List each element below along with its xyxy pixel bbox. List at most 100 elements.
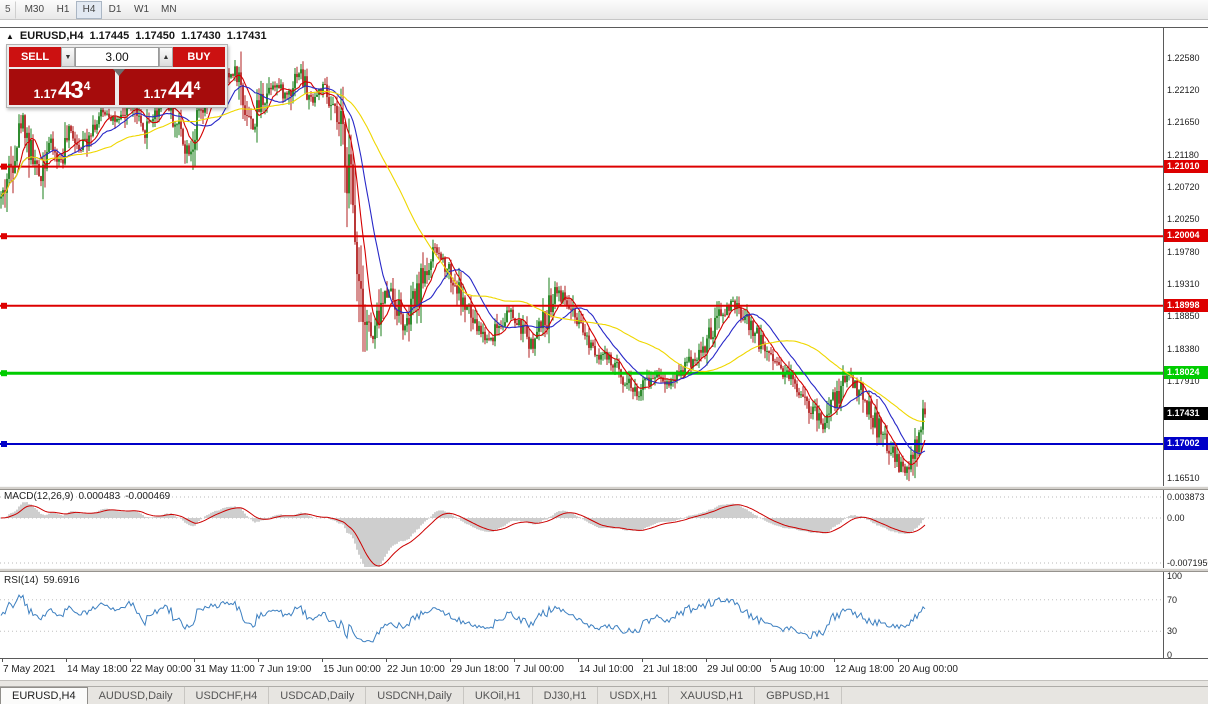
- price-axis-label: 1.20720: [1167, 181, 1200, 192]
- rsi-axis-label: 0: [1167, 650, 1173, 660]
- time-axis-tick: [770, 659, 771, 662]
- chart-area: ▲ EURUSD,H4 1.17445 1.17450 1.17430 1.17…: [0, 20, 1208, 680]
- spread-marker-icon: [113, 69, 125, 76]
- chart-tab-gbpusd-h1[interactable]: GBPUSD,H1: [755, 687, 842, 704]
- time-axis-label: 20 Aug 00:00: [899, 664, 958, 675]
- high-value: 1.17450: [135, 30, 176, 42]
- macd-svg[interactable]: [0, 490, 1163, 568]
- time-axis[interactable]: 7 May 2021 14 May 18:00 22 May 00:00 31 May…: [0, 658, 1208, 680]
- bid-point: 4: [83, 79, 91, 93]
- chart-tab-audusd-daily[interactable]: AUDUSD,Daily: [88, 687, 185, 704]
- ask-prefix: 1.17: [143, 87, 167, 101]
- time-axis-label: 14 Jul 10:00: [579, 664, 634, 675]
- horizontal-scroll-strip[interactable]: [0, 680, 1208, 686]
- timeframe-button-d1[interactable]: D1: [108, 4, 122, 15]
- ask-point: 4: [193, 79, 201, 93]
- time-axis-label: 5 Aug 10:00: [771, 664, 825, 675]
- time-axis-tick: [898, 659, 899, 662]
- time-axis-label: 31 May 11:00: [195, 664, 255, 675]
- volume-up-icon[interactable]: ▲: [159, 47, 173, 67]
- price-axis-label: 1.20250: [1167, 214, 1200, 225]
- timeframe-button-m30[interactable]: M30: [24, 4, 45, 15]
- panel-splitter-macd[interactable]: [0, 486, 1208, 490]
- price-axis-label: 1.22580: [1167, 53, 1200, 63]
- price-axis-label: 1.16510: [1167, 473, 1200, 483]
- time-axis-tick: [386, 659, 387, 662]
- macd-signal-value: -0.000469: [125, 491, 171, 502]
- chart-tab-dj30-h1[interactable]: DJ30,H1: [533, 687, 599, 704]
- price-axis-label: 1.17910: [1167, 376, 1200, 387]
- ask-pips: 44: [167, 77, 194, 104]
- time-axis-tick: [66, 659, 67, 662]
- time-axis-tick: [258, 659, 259, 662]
- time-axis-tick: [578, 659, 579, 662]
- timeframe-button-h1[interactable]: H1: [56, 4, 70, 15]
- one-click-trade-panel: SELL ▼ ▲ BUY 1.17 43 4 1.17 44 4: [6, 44, 228, 108]
- time-axis-label: 7 May 2021: [3, 664, 56, 675]
- chart-top-border: [0, 27, 1208, 28]
- time-axis-tick: [706, 659, 707, 662]
- time-axis-tick: [194, 659, 195, 662]
- timeframe-button-5[interactable]: 5: [0, 0, 16, 19]
- price-axis-label: 1.21180: [1167, 149, 1199, 160]
- bid-pips: 43: [57, 77, 84, 104]
- open-value: 1.17445: [89, 30, 130, 42]
- timeframe-button-h4[interactable]: H4: [76, 0, 103, 19]
- symbol-period-label: EURUSD,H4: [19, 30, 84, 42]
- bid-prefix: 1.17: [33, 87, 57, 101]
- ask-price-button[interactable]: 1.17 44 4: [119, 69, 225, 105]
- macd-axis-label: -0.0071950: [1167, 558, 1208, 568]
- time-axis-label: 22 May 00:00: [131, 664, 192, 675]
- rsi-label: RSI(14) 59.6916: [4, 575, 80, 586]
- chart-tab-bar: EURUSD,H4 AUDUSD,Daily USDCHF,H4 USDCAD,Dai…: [0, 686, 1208, 704]
- time-axis-tick: [834, 659, 835, 662]
- chart-tab-usdchf-h4[interactable]: USDCHF,H4: [185, 687, 270, 704]
- rsi-axis-label: 100: [1167, 571, 1183, 581]
- time-axis-label: 12 Aug 18:00: [835, 664, 894, 675]
- time-axis-tick: [322, 659, 323, 662]
- time-axis-tick: [514, 659, 515, 662]
- rsi-axis-label: 70: [1167, 594, 1178, 605]
- chart-tab-eurusd-h4[interactable]: EURUSD,H4: [0, 687, 88, 704]
- price-axis-label: 1.18380: [1167, 343, 1200, 354]
- time-axis-tick: [2, 659, 3, 662]
- time-axis-label: 15 Jun 00:00: [323, 664, 381, 675]
- macd-main-value: 0.000483: [78, 491, 121, 502]
- buy-button[interactable]: BUY: [173, 47, 225, 67]
- chart-tab-usdcnh-daily[interactable]: USDCNH,Daily: [366, 687, 464, 704]
- rsi-value: 59.6916: [43, 575, 80, 586]
- chart-tab-xauusd-h1[interactable]: XAUUSD,H1: [669, 687, 756, 704]
- timeframe-button-w1[interactable]: W1: [134, 4, 150, 15]
- price-axis-label: 1.21650: [1167, 117, 1200, 128]
- rsi-svg[interactable]: [0, 572, 1163, 658]
- bid-price-button[interactable]: 1.17 43 4: [9, 69, 115, 105]
- timeframe-button-mn[interactable]: MN: [161, 4, 177, 15]
- low-value: 1.17430: [181, 30, 221, 42]
- chart-tab-usdx-h1[interactable]: USDX,H1: [598, 687, 670, 704]
- one-click-toggle-icon[interactable]: ▲: [6, 31, 14, 41]
- current-price-badge: 1.17431: [1164, 407, 1208, 421]
- price-axis-label: 1.18850: [1167, 311, 1200, 322]
- level-price-badge: 1.18024: [1164, 366, 1208, 380]
- chart-tab-ukoil-h1[interactable]: UKOil,H1: [464, 687, 533, 704]
- sell-button[interactable]: SELL: [9, 47, 61, 67]
- volume-input[interactable]: [75, 47, 159, 67]
- macd-axis-label: 0.00: [1167, 513, 1185, 523]
- time-axis-label: 22 Jun 10:00: [387, 664, 445, 675]
- panel-splitter-rsi[interactable]: [0, 568, 1208, 572]
- time-axis-label: 7 Jun 19:00: [259, 664, 312, 675]
- macd-label: MACD(12,26,9) 0.000483 -0.000469: [4, 491, 170, 502]
- time-axis-tick: [130, 659, 131, 662]
- chart-tab-usdcad-daily[interactable]: USDCAD,Daily: [269, 687, 367, 704]
- volume-down-icon[interactable]: ▼: [61, 47, 75, 67]
- price-axis-label: 1.19310: [1167, 279, 1200, 290]
- time-axis-label: 29 Jun 18:00: [451, 664, 509, 675]
- price-axis-border: [1163, 28, 1164, 658]
- time-axis-label: 21 Jul 18:00: [643, 664, 698, 675]
- macd-name: MACD(12,26,9): [4, 491, 74, 502]
- time-axis-label: 14 May 18:00: [67, 664, 128, 675]
- level-price-badge: 1.21010: [1164, 159, 1208, 173]
- close-value: 1.17431: [226, 30, 267, 42]
- macd-axis-label: 0.003873: [1167, 492, 1205, 502]
- toolbar: 5 M30 H1 H4 D1 W1 MN: [0, 0, 1208, 20]
